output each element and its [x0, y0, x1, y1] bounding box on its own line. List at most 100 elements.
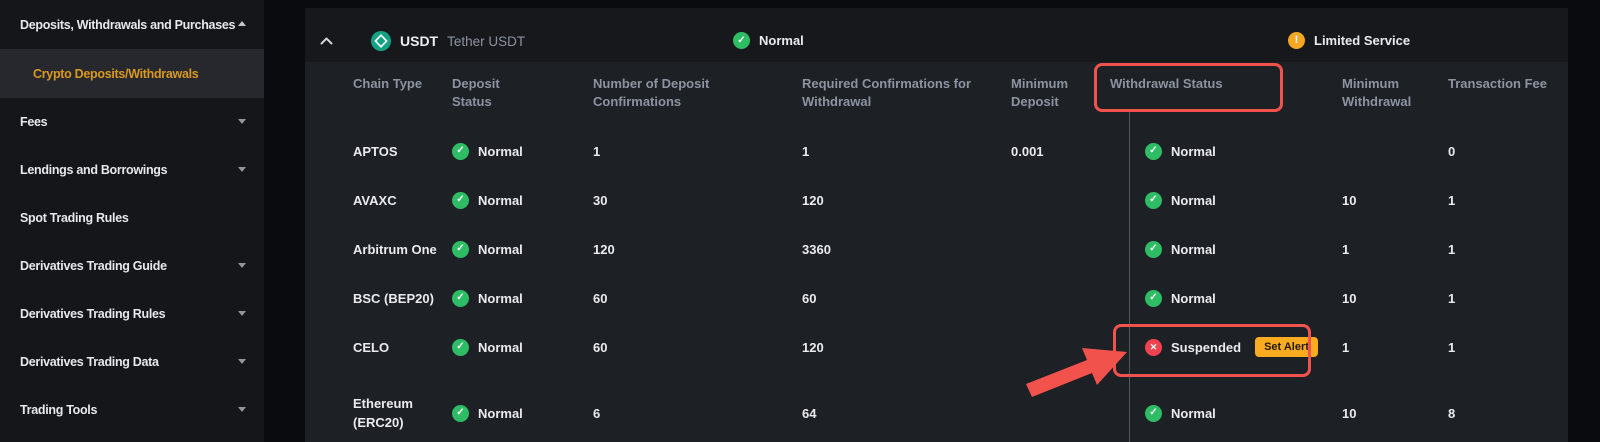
- chain-name: APTOS: [353, 143, 398, 159]
- check-circle-icon: ✓: [452, 191, 469, 209]
- check-circle-icon: ✓: [1145, 191, 1162, 209]
- sidebar-item-lendings-and-borrowings[interactable]: Lendings and Borrowings: [0, 146, 264, 194]
- min-withdrawal-cell: [1342, 127, 1432, 175]
- main-panel: USDT Tether USDT ✓ Normal ! Limited Serv…: [305, 8, 1568, 442]
- sidebar-item-trading-tools[interactable]: Trading Tools: [0, 386, 264, 434]
- min-withdrawal-cell: 1: [1342, 241, 1350, 257]
- table-row-bsc-bep20: BSC (BEP20) ✓ Normal 60 60 ✓ Normal 10 1: [305, 274, 1568, 322]
- deposit-status-cell: ✓ Normal: [452, 127, 542, 175]
- table-row-arbitrum-one: Arbitrum One ✓ Normal 120 3360 ✓ Normal …: [305, 225, 1568, 273]
- transaction-fee-cell: 0: [1448, 143, 1456, 159]
- set-alert-button[interactable]: Set Alert: [1255, 337, 1318, 357]
- check-circle-icon: ✓: [733, 32, 750, 49]
- min-withdrawal-cell: 10: [1342, 290, 1357, 306]
- min-deposit-cell: [1011, 323, 1091, 371]
- chain-name: Ethereum (ERC20): [353, 396, 413, 430]
- chevron-down-icon: [238, 167, 246, 172]
- column-header-transaction-fee: Transaction Fee: [1448, 76, 1547, 91]
- withdrawal-confirmations-cell: 1: [802, 143, 810, 159]
- deposit-confirmations-cell: 60: [593, 339, 608, 355]
- deposit-status-cell: ✓ Normal: [452, 225, 542, 273]
- deposit-confirmations-cell: 6: [593, 405, 601, 421]
- deposit-status-cell: ✓ Normal: [452, 323, 542, 371]
- chain-name: CELO: [353, 339, 390, 355]
- chevron-down-icon: [238, 359, 246, 364]
- min-deposit-cell: [1011, 389, 1091, 437]
- sidebar-item-label: Spot Trading Rules: [20, 211, 129, 225]
- chains-table: Chain Type Deposit Status Number of Deposi…: [305, 62, 1568, 442]
- coin-name: Tether USDT: [447, 33, 526, 49]
- withdrawal-status-column-divider: [1129, 112, 1130, 442]
- cross-circle-icon: ✕: [1145, 338, 1162, 356]
- column-header-minimum-deposit: Minimum Deposit: [1011, 76, 1069, 109]
- chain-name: BSC (BEP20): [353, 290, 434, 306]
- collapse-chevron-icon[interactable]: [320, 37, 333, 45]
- check-circle-icon: ✓: [452, 240, 469, 258]
- sidebar: Deposits, Withdrawals and Purchases Cryp…: [0, 0, 264, 442]
- sidebar-item-derivatives-trading-rules[interactable]: Derivatives Trading Rules: [0, 290, 264, 338]
- check-circle-icon: ✓: [452, 289, 469, 307]
- column-header-chain-type: Chain Type: [353, 76, 423, 91]
- deposit-overall-label: Normal: [759, 33, 804, 48]
- deposit-confirmations-cell: 120: [593, 241, 615, 257]
- transaction-fee-cell: 1: [1448, 290, 1456, 306]
- transaction-fee-cell: 8: [1448, 405, 1456, 421]
- table-row-celo: CELO ✓ Normal 60 120 ✕ Suspended Set Ale…: [305, 323, 1568, 371]
- withdrawal-status-cell: ✓ Normal: [1145, 176, 1330, 224]
- check-circle-icon: ✓: [452, 338, 469, 356]
- check-circle-icon: ✓: [452, 142, 469, 160]
- deposit-confirmations-cell: 30: [593, 192, 608, 208]
- usdt-coin-icon: [371, 31, 391, 51]
- sidebar-item-label: Derivatives Trading Guide: [20, 259, 167, 273]
- transaction-fee-cell: 1: [1448, 241, 1456, 257]
- min-withdrawal-cell: 10: [1342, 192, 1357, 208]
- sidebar-item-fees[interactable]: Fees: [0, 98, 264, 146]
- min-withdrawal-cell: 1: [1342, 339, 1350, 355]
- check-circle-icon: ✓: [452, 404, 469, 422]
- transaction-fee-cell: 1: [1448, 339, 1456, 355]
- withdrawal-confirmations-cell: 120: [802, 339, 824, 355]
- chevron-up-icon: [238, 21, 246, 26]
- min-deposit-cell: 0.001: [1011, 143, 1044, 159]
- sidebar-item-derivatives-trading-guide[interactable]: Derivatives Trading Guide: [0, 242, 264, 290]
- chain-name: AVAXC: [353, 192, 397, 208]
- warning-circle-icon: !: [1288, 32, 1305, 49]
- min-deposit-cell: [1011, 274, 1091, 322]
- column-header-deposit-status: Deposit Status: [452, 76, 500, 109]
- min-deposit-cell: [1011, 176, 1091, 224]
- chevron-down-icon: [238, 311, 246, 316]
- coin-symbol: USDT: [400, 33, 439, 49]
- transaction-fee-cell: 1: [1448, 192, 1456, 208]
- min-withdrawal-cell: 10: [1342, 405, 1357, 421]
- chain-name: Arbitrum One: [353, 241, 437, 257]
- sidebar-item-spot-trading-rules[interactable]: Spot Trading Rules: [0, 194, 264, 242]
- check-circle-icon: ✓: [1145, 142, 1162, 160]
- coin-accordion-header[interactable]: USDT Tether USDT ✓ Normal ! Limited Serv…: [305, 8, 1568, 62]
- withdrawal-confirmations-cell: 60: [802, 290, 817, 306]
- sidebar-item-deposits-withdrawals-and-purchases[interactable]: Deposits, Withdrawals and Purchases: [0, 1, 264, 49]
- withdrawal-status-cell: ✓ Normal: [1145, 389, 1330, 437]
- sidebar-item-crypto-deposits-withdrawals[interactable]: Crypto Deposits/Withdrawals: [0, 49, 264, 98]
- withdrawal-overall-label: Limited Service: [1314, 33, 1411, 48]
- column-header-required-confirmations-for-withdrawal: Required Confirmations for Withdrawal: [802, 76, 972, 109]
- sidebar-item-label: Fees: [20, 115, 48, 129]
- withdrawal-status-cell: ✓ Normal: [1145, 225, 1330, 273]
- column-header-minimum-withdrawal: Minimum Withdrawal: [1342, 76, 1412, 109]
- min-deposit-cell: [1011, 225, 1091, 273]
- deposit-status-cell: ✓ Normal: [452, 389, 542, 437]
- coin-title: USDT Tether USDT: [371, 31, 525, 51]
- column-header-number-of-deposit-confirmations: Number of Deposit Confirmations: [593, 76, 710, 109]
- table-row-ethereum-erc20: Ethereum (ERC20) ✓ Normal 6 64 ✓ Normal …: [305, 389, 1568, 437]
- table-row-aptos: APTOS ✓ Normal 1 1 0.001 ✓ Normal 0: [305, 127, 1568, 175]
- check-circle-icon: ✓: [1145, 240, 1162, 258]
- sidebar-item-label: Deposits, Withdrawals and Purchases: [20, 18, 236, 32]
- column-header-withdrawal-status: Withdrawal Status: [1110, 76, 1223, 91]
- deposit-overall-status: ✓ Normal: [733, 32, 804, 49]
- sidebar-item-label: Derivatives Trading Rules: [20, 307, 166, 321]
- sidebar-item-label: Trading Tools: [20, 403, 98, 417]
- sidebar-item-derivatives-trading-data[interactable]: Derivatives Trading Data: [0, 338, 264, 386]
- withdrawal-confirmations-cell: 64: [802, 405, 817, 421]
- deposit-status-cell: ✓ Normal: [452, 274, 542, 322]
- sidebar-item-label: Crypto Deposits/Withdrawals: [33, 66, 199, 81]
